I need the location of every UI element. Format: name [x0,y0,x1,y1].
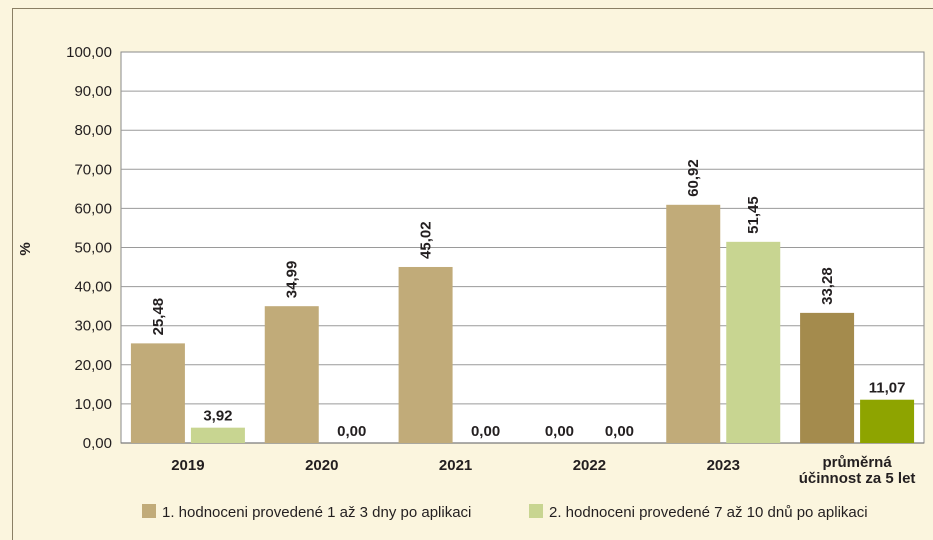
bar-series-1-4 [666,204,721,443]
x-category-label: 2019 [171,457,204,474]
data-label: 60,92 [685,159,702,197]
legend-swatch-series-1 [142,504,156,518]
y-axis-label: % [17,242,34,255]
legend-label-series-2: 2. hodnoceni provedené 7 až 10 dnů po ap… [549,504,868,521]
legend-label-series-1: 1. hodnoceni provedené 1 až 3 dny po apl… [162,504,471,521]
data-label: 0,00 [471,423,500,440]
y-tick-label: 60,00 [74,200,112,217]
data-label: 0,00 [337,423,366,440]
data-label: 25,48 [150,298,167,336]
y-tick-label: 40,00 [74,279,112,296]
frame-border-left [12,8,13,540]
y-tick-label: 70,00 [74,161,112,178]
data-label: 34,99 [284,261,301,299]
x-category-label: průměrná [822,454,892,471]
bar-series-2-0 [190,427,245,443]
frame-border-top [12,8,933,9]
data-labels: 25,48 3,92 34,99 0,00 45,02 0,00 0,00 0,00 60,92… [150,159,906,440]
y-tick-label: 0,00 [83,435,112,452]
y-tick-label: 80,00 [74,122,112,139]
bar-series-1-0 [130,343,185,443]
data-label: 11,07 [869,380,906,397]
legend: 1. hodnoceni provedené 1 až 3 dny po apl… [142,504,868,521]
bar-series-2-4 [726,241,781,443]
data-label: 51,45 [745,196,762,234]
bar-series-1-2 [398,266,453,443]
y-tick-label: 20,00 [74,357,112,374]
x-category-label: 2020 [305,457,338,474]
legend-swatch-series-2 [529,504,543,518]
data-label: 33,28 [819,267,836,305]
y-axis-ticks: 0,00 10,00 20,00 30,00 40,00 50,00 60,00 70,00 8… [66,44,112,452]
data-label: 3,92 [203,408,232,425]
y-tick-label: 90,00 [74,83,112,100]
data-label: 0,00 [605,423,634,440]
y-tick-label: 30,00 [74,318,112,335]
y-tick-label: 10,00 [74,396,112,413]
y-tick-label: 100,00 [66,44,112,61]
y-tick-label: 50,00 [74,240,112,257]
data-label: 45,02 [418,221,435,259]
data-label: 0,00 [545,423,574,440]
bar-series-1-1 [264,306,319,443]
bar-series-2-5 [860,399,915,443]
x-category-label: 2022 [573,457,606,474]
bar-series-1-5 [800,312,855,443]
gridlines [121,90,924,444]
bars [130,204,915,443]
x-category-label: 2021 [439,457,472,474]
x-category-label: 2023 [707,457,740,474]
x-category-label: účinnost za 5 let [799,470,916,487]
